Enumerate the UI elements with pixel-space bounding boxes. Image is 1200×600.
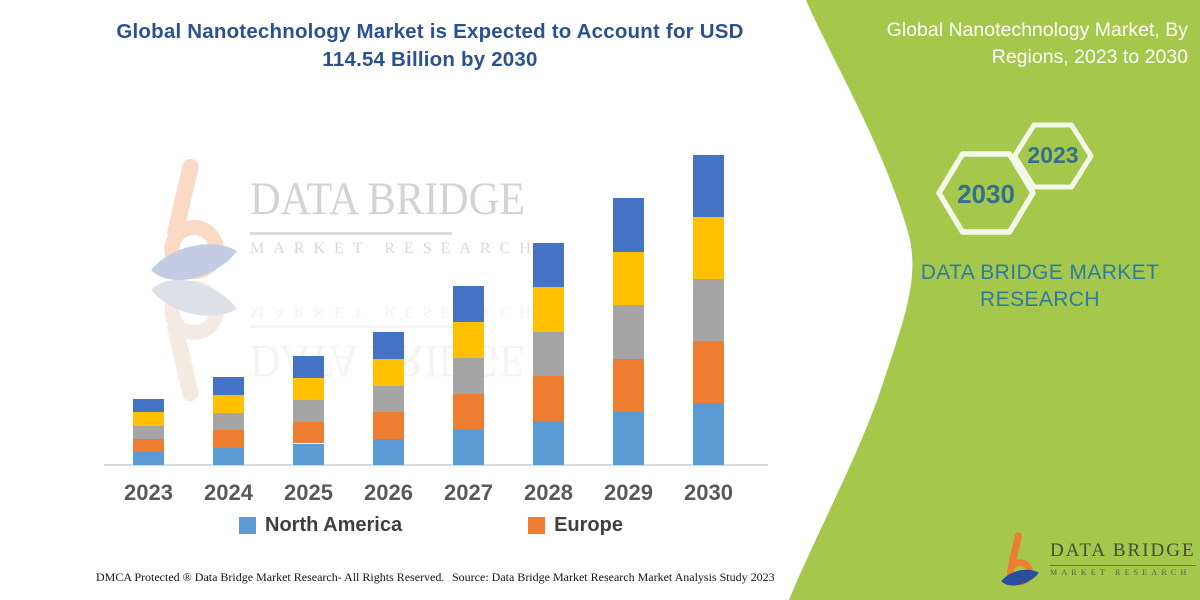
legend-swatch (239, 517, 256, 534)
brand-wordmark-line2: RESEARCH (980, 288, 1100, 311)
green-panel-shape (789, 0, 1200, 600)
hexagon-2023-outline (1012, 122, 1094, 190)
bar-segment (213, 430, 244, 448)
page-title-line1: Global Nanotechnology Market is Expected… (116, 20, 744, 43)
x-axis-label: 2024 (204, 480, 253, 505)
bar-segment (213, 394, 244, 413)
source-note: Source: Data Bridge Market Research Mark… (452, 570, 775, 584)
bar-segment (373, 438, 404, 466)
bar-segment (133, 438, 164, 453)
bar-segment (373, 412, 404, 439)
bar-segment (613, 251, 644, 306)
bar-segment (293, 443, 324, 466)
bar-segment (453, 286, 484, 323)
side-panel-title: Global Nanotechnology Market, By Regions… (886, 19, 1188, 68)
x-axis-line (104, 464, 768, 466)
logo-divider (1050, 565, 1196, 566)
bar-segment (293, 421, 324, 444)
bar-segment (693, 403, 724, 466)
hexagon-2023-label: 2023 (1027, 142, 1079, 168)
x-axis-label: 2023 (124, 480, 173, 505)
bar-segment (133, 425, 164, 439)
x-axis-label: 2026 (364, 480, 413, 505)
bar-segment (133, 452, 164, 466)
bar-segment (293, 399, 324, 422)
bar-segment (533, 331, 564, 377)
logo-name: DATA BRIDGE (1050, 540, 1196, 561)
bar-segment (613, 412, 644, 466)
bar-segment (613, 358, 644, 412)
page-title: Global Nanotechnology Market is Expected… (110, 18, 750, 74)
bar-segment (453, 393, 484, 430)
page-title-line2: 114.54 Billion by 2030 (322, 48, 538, 71)
bar-segment (213, 412, 244, 431)
bar-segment (293, 355, 324, 378)
bar-segment (533, 287, 564, 332)
bar-segment (213, 447, 244, 466)
bar-segment (693, 278, 724, 342)
bar-segment (613, 198, 644, 252)
legend-swatch (528, 517, 546, 534)
bar-segment (453, 357, 484, 394)
x-axis-label: 2029 (604, 480, 653, 505)
legend-item: Europe (528, 514, 623, 537)
x-axis-label: 2030 (684, 480, 733, 505)
legend-label: Europe (554, 514, 623, 536)
legend-item: North America (239, 514, 402, 537)
bar-segment (693, 154, 724, 217)
bar-segment (533, 420, 564, 466)
brand-wordmark-line1: DATA BRIDGE MARKET (920, 261, 1160, 284)
legend-label: North America (265, 514, 403, 536)
dmca-note: DMCA Protected ® Data Bridge Market Rese… (96, 570, 445, 584)
bar-segment (133, 412, 164, 426)
bar-segment (533, 242, 564, 288)
x-axis-label: 2027 (444, 480, 493, 505)
bar-segment (213, 377, 244, 395)
x-axis-label: 2028 (524, 480, 573, 505)
bar-segment (693, 341, 724, 404)
data-bridge-logo: DATA BRIDGE MARKET RESEARCH (1000, 532, 1196, 589)
bar-segment (373, 385, 404, 413)
bar-segment (453, 322, 484, 358)
hexagon-2030-outline (936, 151, 1036, 235)
bar-segment (373, 359, 404, 386)
bar-segment (533, 376, 564, 421)
x-axis-label: 2025 (284, 480, 333, 505)
bar-segment (453, 429, 484, 466)
chart-legend: North America Europe (239, 514, 749, 537)
bar-segment (373, 332, 404, 360)
brand-wordmark: DATA BRIDGE MARKET RESEARCH (880, 259, 1200, 313)
bar-segment (133, 398, 164, 413)
logo-subtitle: MARKET RESEARCH (1050, 568, 1191, 577)
bar-segment (693, 216, 724, 279)
hexagon-2030-label: 2030 (957, 179, 1015, 209)
bar-segment (293, 377, 324, 400)
bar-segment (613, 305, 644, 359)
data-bridge-logo-icon (1000, 532, 1040, 589)
